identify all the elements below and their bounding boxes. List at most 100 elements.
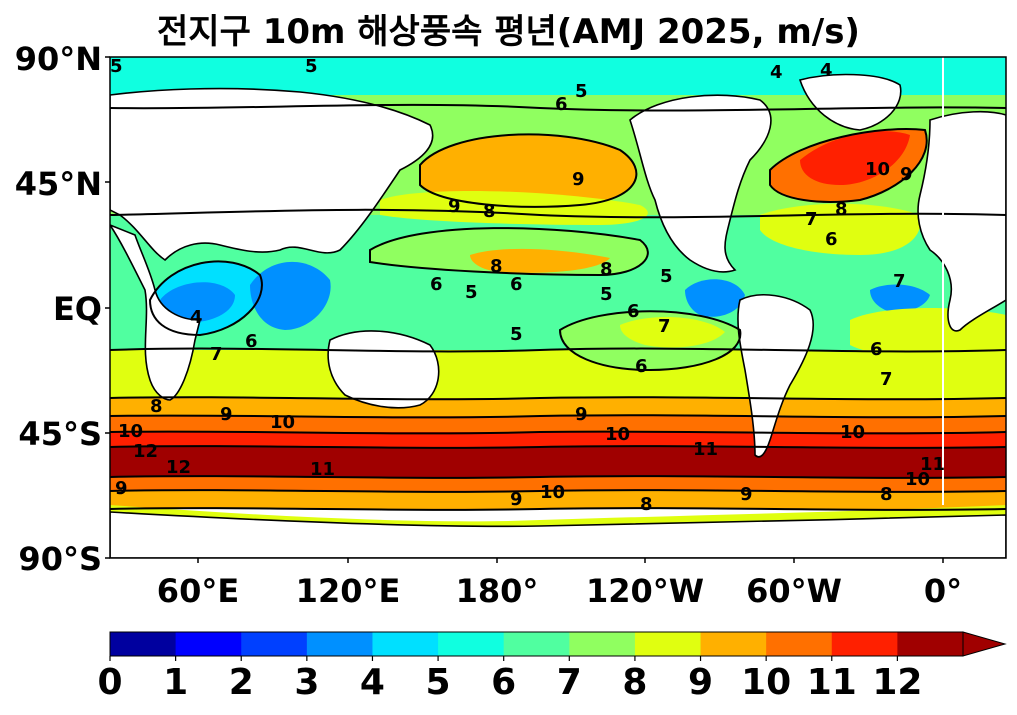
colorbar-extend-arrow (962, 631, 1007, 657)
contour-label: 4 (770, 62, 783, 83)
contour-label: 5 (305, 56, 318, 77)
contour-label: 8 (600, 259, 613, 280)
contour-label: 6 (825, 229, 838, 250)
contour-label: 9 (448, 196, 461, 217)
colorbar-tick-label: 6 (491, 662, 517, 703)
contour-label-group: 5 5 5 4 4 6 9 8 9 8 8 6 5 6 6 7 6 5 10 9… (110, 56, 945, 515)
lon-label-0: 0° (923, 572, 963, 610)
lon-label-120e: 120°E (295, 572, 401, 610)
contour-label: 9 (220, 404, 233, 425)
contour-label: 10 (865, 159, 890, 180)
land-masses (110, 73, 1006, 558)
contour-label: 8 (640, 494, 653, 515)
contour-lines (110, 103, 1006, 511)
colorbar-tick-label: 10 (741, 662, 792, 703)
colorbar-tick-label: 11 (806, 662, 857, 703)
lat-label-45n: 45°N (14, 165, 102, 203)
contour-label: 5 (465, 282, 478, 303)
colorbar-tick-label: 7 (556, 662, 582, 703)
axis-ticks (105, 56, 944, 563)
contour-label: 7 (210, 344, 223, 365)
colorbar-swatch (897, 632, 964, 656)
colorbar-swatch (569, 632, 636, 656)
north-pacific-high (420, 134, 637, 207)
contour-label: 8 (150, 396, 163, 417)
colorbar-tick-label: 5 (425, 662, 451, 703)
colorbar-tick-label: 3 (294, 662, 320, 703)
lat-label-45s: 45°S (18, 415, 102, 453)
map-title: 전지구 10m 해상풍속 평년(AMJ 2025, m/s) (157, 12, 860, 52)
colorbar-swatch (241, 632, 308, 656)
band-10b (110, 477, 1006, 491)
contour-label: 8 (880, 484, 893, 505)
contour-label: 11 (310, 459, 335, 480)
contour-label: 6 (245, 331, 258, 352)
contour-label: 6 (555, 94, 568, 115)
colorbar-swatch (175, 632, 242, 656)
colorbar-tick-label: 1 (163, 662, 189, 703)
colorbar-swatch (438, 632, 505, 656)
contour-label: 9 (115, 478, 128, 499)
contour-label: 10 (605, 424, 630, 445)
contour-label: 5 (660, 266, 673, 287)
contour-label: 7 (893, 271, 906, 292)
colorbar-tick-label: 9 (688, 662, 714, 703)
contour-label: 6 (510, 274, 523, 295)
contour-label: 5 (510, 324, 523, 345)
contour-label: 10 (270, 412, 295, 433)
contour-label: 9 (572, 169, 585, 190)
colorbar (109, 631, 1007, 661)
colorbar-swatch (306, 632, 373, 656)
lat-label-90n: 90°N (14, 40, 102, 78)
colorbar-tick-label: 0 (97, 662, 123, 703)
colorbar-swatch (634, 632, 702, 656)
contour-label: 6 (870, 339, 883, 360)
colorbar-swatch (831, 632, 898, 656)
colorbar-swatch (110, 632, 177, 656)
contour-label: 5 (600, 284, 613, 305)
contour-label: 6 (430, 274, 443, 295)
band-12 (110, 447, 1006, 477)
lon-label-60w: 60°W (746, 572, 842, 610)
contour-label: 8 (490, 256, 503, 277)
contour-label: 10 (540, 482, 565, 503)
map-field (110, 57, 1006, 558)
lon-label-180: 180° (455, 572, 539, 610)
contour-label: 4 (820, 60, 833, 81)
colorbar-tick-label: 4 (359, 662, 385, 703)
south-subtropical-band (110, 350, 1006, 398)
contour-label: 5 (575, 81, 588, 102)
colorbar-swatch (766, 632, 833, 656)
contour-label: 10 (840, 422, 865, 443)
contour-label: 9 (575, 404, 588, 425)
band-9 (110, 398, 1006, 416)
colorbar-tick-label: 2 (228, 662, 254, 703)
contour-label: 12 (166, 457, 191, 478)
contour-label: 9 (740, 484, 753, 505)
lon-label-60e: 60°E (156, 572, 240, 610)
band-9b (110, 491, 1006, 509)
contour-label: 11 (920, 454, 945, 475)
contour-label: 7 (880, 369, 893, 390)
lat-label-eq: EQ (52, 290, 102, 328)
colorbar-tick-label: 8 (622, 662, 648, 703)
colorbar-swatch (700, 632, 767, 656)
colorbar-swatch (503, 632, 570, 656)
band-10 (110, 416, 1006, 432)
contour-label: 8 (483, 201, 496, 222)
contour-label: 6 (635, 356, 648, 377)
contour-label: 10 (905, 469, 930, 490)
contour-label: 5 (110, 56, 123, 77)
contour-label: 7 (658, 316, 671, 337)
colorbar-tick-label: 12 (872, 662, 923, 703)
contour-label: 6 (627, 301, 640, 322)
contour-label: 9 (900, 164, 913, 185)
contour-label: 8 (835, 199, 848, 220)
contour-label: 9 (510, 489, 523, 510)
contour-label: 7 (805, 209, 818, 230)
contour-label: 11 (693, 439, 718, 460)
lat-label-90s: 90°S (18, 540, 102, 578)
lon-label-120w: 120°W (585, 572, 705, 610)
contour-label: 10 (118, 421, 143, 442)
